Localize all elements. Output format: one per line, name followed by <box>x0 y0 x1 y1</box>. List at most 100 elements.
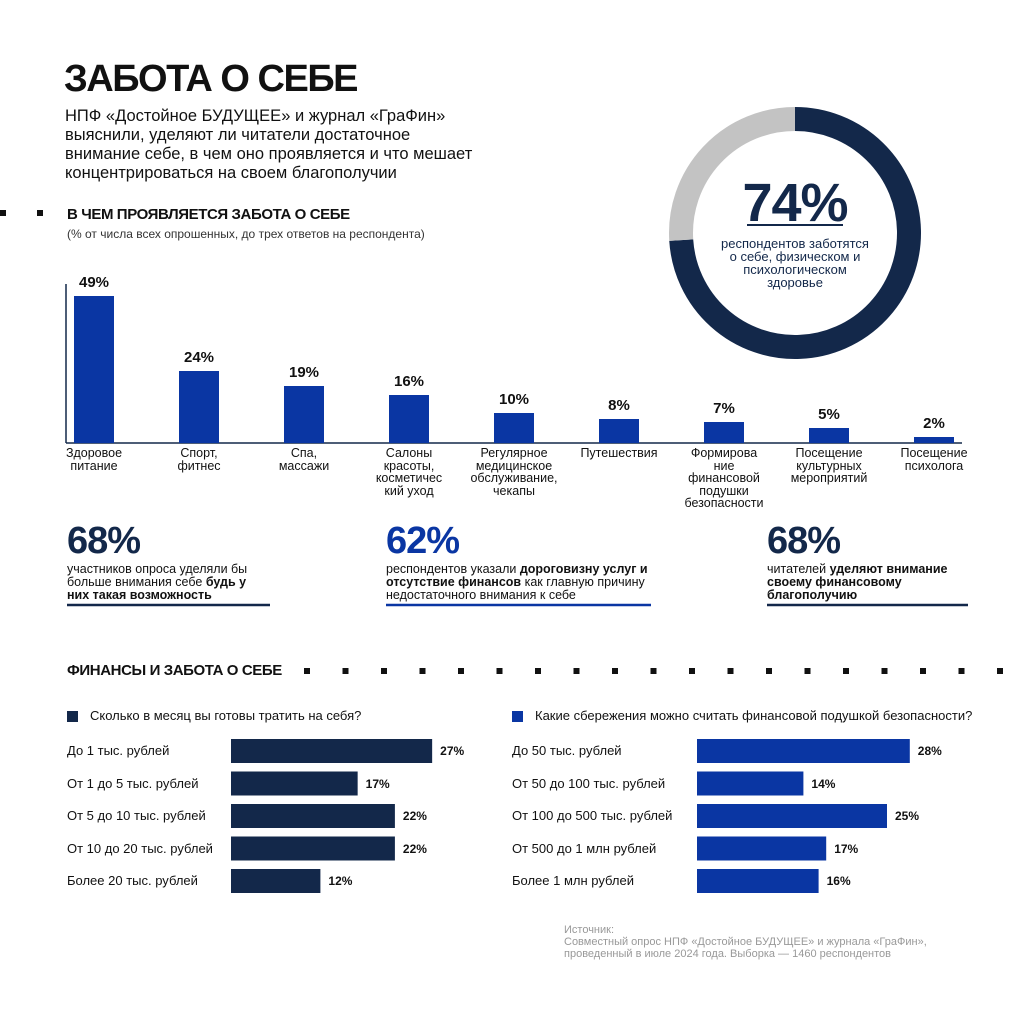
stat-text-part: респондентов указали <box>386 562 520 576</box>
decor-dot <box>650 668 657 674</box>
bar-value-label: 49% <box>78 274 110 291</box>
source: Источник: Совместный опрос НПФ «Достойное… <box>564 924 927 960</box>
x-tick-label: Путешествия <box>580 446 658 460</box>
y-tick-label: Более 20 тыс. рублей <box>67 873 198 888</box>
x-tick-label: Салоны красоты, косметичес кий уход <box>375 446 443 498</box>
bar <box>697 804 887 828</box>
stat-text-part: будь у них такая возможность <box>67 575 247 602</box>
bar-value-label: 19% <box>288 364 320 381</box>
bar <box>809 428 849 443</box>
decor-dot <box>458 668 464 674</box>
decor-dot <box>727 668 734 674</box>
stat-text-part: читателей <box>767 562 830 576</box>
donut-segment <box>669 107 921 359</box>
y-tick-label: От 100 до 500 тыс. рублей <box>512 808 673 823</box>
bar <box>284 386 324 443</box>
stat-value: 62% <box>386 520 460 562</box>
bar <box>697 836 827 861</box>
decor-dot <box>881 668 888 674</box>
bar-value-label: 27% <box>440 744 465 758</box>
decor-dot <box>766 668 772 674</box>
decor-dot <box>381 668 387 674</box>
stat-value: 68% <box>767 520 841 562</box>
bar-value-label: 22% <box>402 809 427 823</box>
bar <box>599 419 639 443</box>
y-tick-label: От 5 до 10 тыс. рублей <box>67 808 206 823</box>
decor-dot <box>496 668 503 674</box>
bar-value-label: 16% <box>393 373 425 390</box>
bar <box>231 804 395 828</box>
bar-value-label: 17% <box>834 841 859 856</box>
bar <box>231 836 395 861</box>
bar <box>231 739 433 763</box>
legend-label: Какие сбережения можно считать финансово… <box>535 708 973 723</box>
bar <box>389 395 429 443</box>
legend-label: Сколько в месяц вы готовы тратить на себ… <box>90 708 362 723</box>
source-text: Совместный опрос НПФ «Достойное БУДУЩЕЕ»… <box>564 936 927 960</box>
decor-dot <box>304 668 310 674</box>
legend-swatch <box>512 711 523 722</box>
y-tick-label: От 50 до 100 тыс. рублей <box>512 775 666 791</box>
y-tick-label: До 1 тыс. рублей <box>67 743 170 758</box>
decor-dot <box>612 668 618 674</box>
bar-value-label: 7% <box>713 400 735 417</box>
stat-text-part: дороговизну услуг и отсутствие финансов <box>386 562 648 589</box>
x-tick-label: Регулярное медицинское обслуживание, чек… <box>470 446 558 498</box>
bar-value-label: 12% <box>328 874 353 888</box>
decor-dot <box>689 668 695 674</box>
decor-dot <box>920 668 926 674</box>
bar-value-label: 22% <box>402 841 427 856</box>
decor-dot <box>37 210 43 216</box>
bar <box>231 869 321 893</box>
bar <box>494 413 534 443</box>
bar-value-label: 28% <box>917 744 942 758</box>
decor-dot <box>804 668 811 674</box>
y-tick-label: От 500 до 1 млн рублей <box>512 840 657 856</box>
legend-swatch <box>67 711 78 722</box>
decor-dot <box>419 668 426 674</box>
section-subtitle: (% от числа всех опрошенных, до трех отв… <box>67 227 425 241</box>
y-tick-label: От 10 до 20 тыс. рублей <box>67 840 213 856</box>
stat-value: 68% <box>67 520 141 562</box>
bar <box>704 422 744 443</box>
decor-dot <box>342 668 349 674</box>
bar <box>914 437 954 443</box>
bar-value-label: 5% <box>818 406 840 423</box>
bar-value-label: 10% <box>498 391 530 408</box>
stat-text-part: участников опроса уделяли бы больше вним… <box>67 562 248 589</box>
donut-caption: респондентов заботятся о себе, физическо… <box>721 236 869 290</box>
bar <box>179 371 219 443</box>
decor-dot <box>843 668 849 674</box>
x-tick-label: Посещение психолога <box>900 446 968 473</box>
decor-dot <box>573 668 580 674</box>
y-tick-label: До 50 тыс. рублей <box>512 743 622 758</box>
x-tick-label: Спа, массажи <box>278 446 330 473</box>
bar <box>697 739 910 763</box>
x-tick-label: Формирова ние финансовой подушки безопас… <box>684 446 764 510</box>
bar-value-label: 2% <box>923 415 945 432</box>
section-title: В ЧЕМ ПРОЯВЛЯЕТСЯ ЗАБОТА О СЕБЕ <box>67 206 350 223</box>
stat-text: респондентов указали дороговизну услуг и… <box>386 563 651 602</box>
decor-dot <box>958 668 965 674</box>
source-label: Источник: <box>564 924 615 936</box>
y-tick-label: От 1 до 5 тыс. рублей <box>67 775 199 791</box>
x-tick-label: Спорт, фитнес <box>177 446 221 473</box>
bar-value-label: 17% <box>365 776 390 791</box>
bar-value-label: 25% <box>895 809 920 823</box>
decor-dot <box>0 210 6 216</box>
stat-text-part: уделяют внимание своему финансовому благ… <box>767 562 948 602</box>
decor-dot <box>997 668 1003 674</box>
donut-value: 74% <box>742 173 848 233</box>
stat-text-part: как главную причину недостаточного внима… <box>386 575 645 602</box>
donut-segment <box>669 107 796 241</box>
stat-text: участников опроса уделяли бы больше вним… <box>67 563 270 602</box>
bar-value-label: 14% <box>811 776 836 791</box>
bar <box>697 869 819 893</box>
section-title: ФИНАНСЫ И ЗАБОТА О СЕБЕ <box>67 662 282 679</box>
bar <box>697 771 804 796</box>
bar-value-label: 16% <box>826 874 851 888</box>
decor-dot <box>535 668 541 674</box>
stat-text: читателей уделяют внимание своему финанс… <box>767 563 968 602</box>
